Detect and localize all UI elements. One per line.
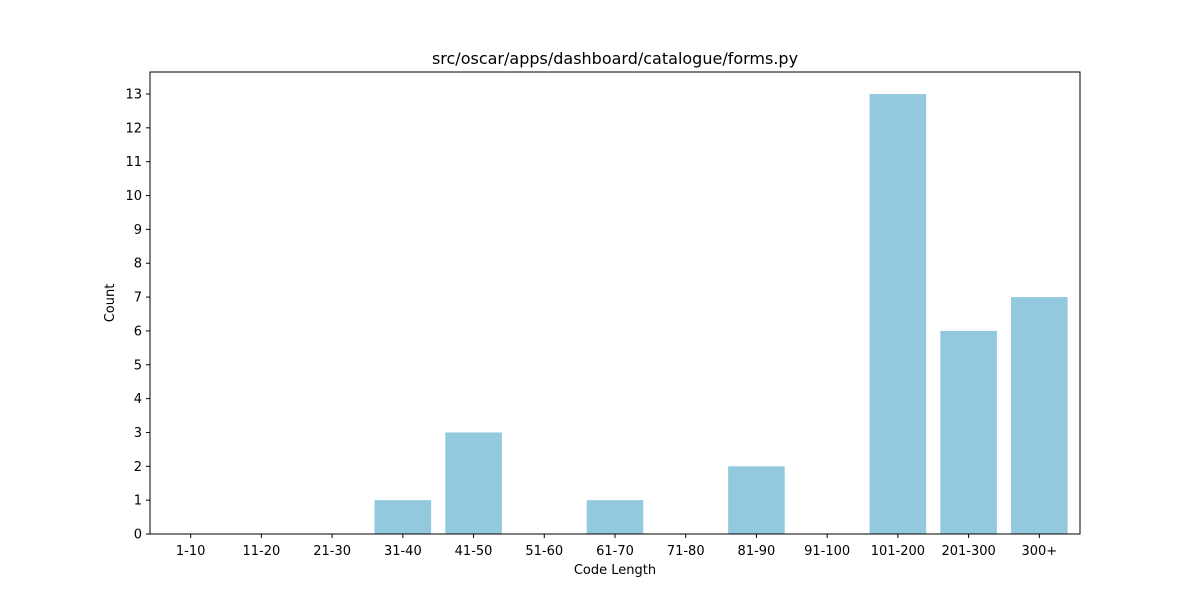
y-tick-label: 3: [134, 426, 142, 441]
y-tick-label: 0: [134, 528, 142, 543]
x-tick-label: 1-10: [176, 544, 206, 559]
x-tick-label: 81-90: [738, 544, 776, 559]
y-tick-label: 12: [125, 121, 142, 136]
x-tick-label: 21-30: [313, 544, 351, 559]
y-tick-label: 2: [134, 460, 142, 475]
y-tick-label: 4: [134, 392, 142, 407]
y-tick-label: 11: [125, 155, 142, 170]
bar-300+: [1011, 297, 1068, 534]
bar-81-90: [728, 466, 785, 534]
x-axis-title: Code Length: [574, 563, 656, 578]
bar-61-70: [586, 500, 644, 534]
x-tick-label: 101-200: [871, 544, 925, 559]
bar-201-300: [940, 330, 997, 534]
y-tick-label: 9: [134, 223, 142, 238]
bar-101-200: [869, 94, 927, 534]
x-tick-label: 31-40: [384, 544, 422, 559]
y-tick-label: 6: [134, 324, 142, 339]
x-tick-label: 71-80: [667, 544, 705, 559]
x-tick-label: 91-100: [804, 544, 850, 559]
chart-title: src/oscar/apps/dashboard/catalogue/forms…: [432, 49, 798, 68]
y-axis-title: Count: [103, 284, 118, 323]
bars-group: [374, 94, 1068, 534]
x-tick-label: 300+: [1021, 544, 1057, 559]
y-tick-label: 5: [134, 358, 142, 373]
x-tick-label: 41-50: [455, 544, 493, 559]
y-tick-label: 13: [125, 88, 142, 103]
x-tick-label: 201-300: [941, 544, 995, 559]
x-tick-label: 11-20: [242, 544, 280, 559]
x-axis: 1-10 11-20 21-30 31-40 41-50 51-60 61-70 71-80 8…: [176, 534, 1057, 559]
y-tick-label: 8: [134, 257, 142, 272]
x-tick-label: 61-70: [596, 544, 634, 559]
y-tick-label: 1: [134, 494, 142, 509]
y-tick-label: 7: [134, 291, 142, 306]
bar-41-50: [445, 432, 502, 534]
bar-31-40: [374, 500, 432, 534]
x-tick-label: 51-60: [525, 544, 563, 559]
y-tick-label: 10: [125, 189, 142, 204]
